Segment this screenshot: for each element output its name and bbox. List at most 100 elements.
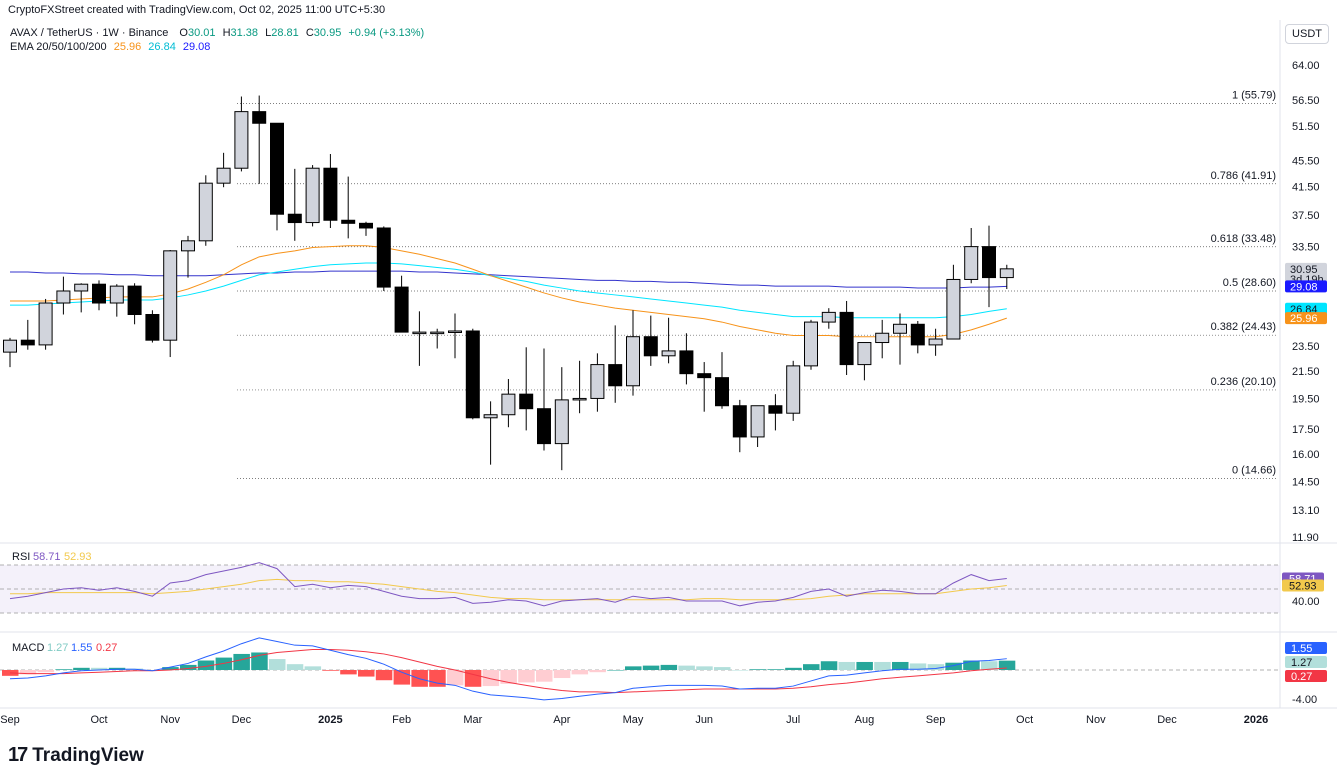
candle-body	[1000, 269, 1013, 278]
macd-histogram-bar	[856, 662, 873, 670]
macd-histogram-bar	[625, 666, 642, 670]
candle-body	[75, 284, 88, 291]
macd-histogram-bar	[661, 665, 678, 670]
macd-axis-label: 1.27	[1291, 657, 1312, 669]
candle-body	[377, 228, 390, 287]
macd-histogram-bar	[678, 666, 695, 670]
candle-body	[235, 112, 248, 169]
macd-histogram-bar	[536, 670, 553, 682]
candle-body	[947, 279, 960, 339]
x-axis-label: Oct	[1016, 714, 1033, 726]
candle-body	[395, 287, 408, 332]
x-axis-label: May	[623, 714, 644, 726]
ema200-line	[10, 271, 1007, 288]
x-axis-label: 2025	[318, 714, 342, 726]
y-tick-label: 51.50	[1292, 121, 1320, 133]
macd-histogram-bar	[376, 670, 393, 680]
macd-histogram-bar	[447, 670, 464, 685]
macd-value: 1.55	[71, 642, 92, 654]
macd-label: MACD	[12, 642, 44, 654]
price-label-value: 29.08	[1290, 281, 1318, 293]
macd-histogram-bar	[322, 670, 339, 671]
candle-body	[805, 322, 818, 366]
macd-histogram-bar	[767, 669, 784, 670]
macd-histogram-bar	[785, 668, 802, 670]
y-tick-label: 37.50	[1292, 210, 1320, 222]
macd-histogram-bar	[963, 661, 980, 670]
candle-body	[110, 286, 123, 303]
macd-histogram-bar	[643, 666, 660, 670]
price-label-value: 25.96	[1290, 313, 1318, 325]
candle-body	[894, 324, 907, 333]
x-axis-label: Apr	[553, 714, 570, 726]
candle-body	[306, 168, 319, 222]
macd-histogram-bar	[696, 666, 713, 670]
candle-body	[146, 315, 159, 341]
candle-body	[431, 332, 444, 334]
macd-histogram-bar	[55, 669, 72, 670]
y-tick-label: 11.90	[1292, 532, 1319, 544]
candle-body	[466, 331, 479, 418]
macd-histogram-bar	[607, 670, 624, 671]
candle-body	[983, 247, 996, 278]
x-axis-label: 2026	[1244, 714, 1268, 726]
candle-body	[324, 168, 337, 220]
candle-body	[57, 291, 70, 303]
candle-body	[342, 220, 355, 223]
macd-histogram-bar	[340, 670, 357, 674]
candle-body	[965, 247, 978, 280]
macd-histogram-bar	[233, 654, 250, 670]
y-tick-label: 16.00	[1292, 449, 1320, 461]
tradingview-brand: TradingView	[32, 745, 144, 767]
y-tick-label: 19.50	[1292, 393, 1320, 405]
fib-level-label: 0.236 (20.10)	[1211, 376, 1276, 388]
candle-body	[627, 337, 640, 386]
candle-body	[858, 343, 871, 365]
rsi-tick-label: 40.00	[1292, 596, 1320, 608]
rsi-value: 58.71	[33, 551, 61, 563]
macd-histogram-bar	[874, 662, 891, 670]
x-axis-label: Jul	[786, 714, 800, 726]
candle-body	[21, 340, 34, 345]
candle-body	[555, 400, 568, 444]
x-axis-label: Jun	[695, 714, 713, 726]
candle-body	[93, 284, 106, 303]
candle-body	[520, 394, 533, 409]
candle-body	[733, 406, 746, 437]
macd-histogram-bar	[73, 668, 90, 670]
candle-body	[288, 214, 301, 222]
x-axis-label: Aug	[855, 714, 875, 726]
y-tick-label: 64.00	[1292, 60, 1320, 72]
y-tick-label: 56.50	[1292, 95, 1320, 107]
y-tick-label: 33.50	[1292, 242, 1320, 254]
candle-body	[591, 365, 604, 399]
x-axis-label: Mar	[463, 714, 482, 726]
candle-body	[502, 394, 515, 415]
candle-body	[769, 406, 782, 413]
tradingview-logo: 17 TradingView	[8, 744, 144, 767]
candle-body	[4, 340, 17, 352]
x-axis-label: Feb	[392, 714, 411, 726]
y-tick-label: 45.50	[1292, 156, 1320, 168]
candle-body	[199, 183, 212, 241]
x-axis-label: Nov	[160, 714, 180, 726]
x-axis-label: Sep	[0, 714, 20, 726]
macd-histogram-bar	[572, 670, 589, 674]
macd-histogram-bar	[305, 666, 322, 670]
candle-body	[680, 351, 693, 374]
macd-tick-label: -4.00	[1292, 694, 1317, 706]
candle-body	[39, 303, 52, 345]
x-axis-label: Dec	[1157, 714, 1177, 726]
tradingview-logo-icon: 17	[8, 744, 26, 767]
macd-axis-label: 0.27	[1291, 671, 1312, 683]
macd-axis-label: 1.55	[1291, 643, 1312, 655]
fib-level-label: 0.618 (33.48)	[1211, 233, 1276, 245]
candle-body	[876, 333, 889, 342]
y-tick-label: 17.50	[1292, 424, 1320, 436]
y-tick-label: 21.50	[1292, 366, 1320, 378]
y-tick-label: 13.10	[1292, 505, 1320, 517]
candle-body	[929, 339, 942, 345]
x-axis-label: Nov	[1086, 714, 1106, 726]
candle-body	[271, 123, 284, 214]
